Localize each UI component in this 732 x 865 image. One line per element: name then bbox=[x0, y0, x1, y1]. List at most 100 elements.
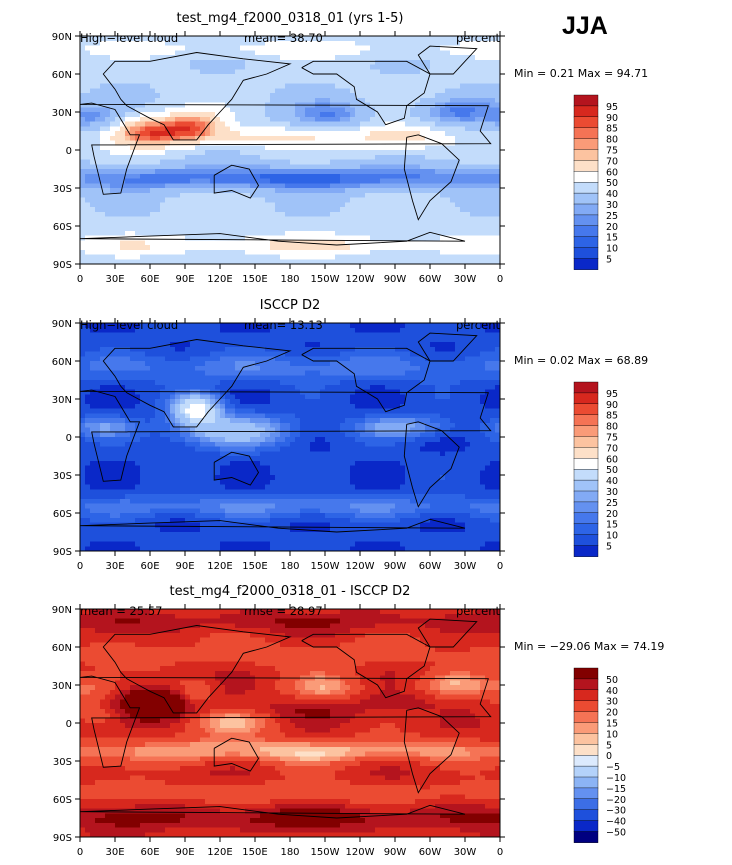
heatmap-cell bbox=[410, 45, 416, 51]
heatmap-cell bbox=[325, 169, 331, 175]
heatmap-cell bbox=[150, 337, 156, 343]
heatmap-cell bbox=[240, 140, 246, 146]
heatmap-cell bbox=[225, 135, 231, 142]
heatmap-cell bbox=[130, 202, 136, 208]
heatmap-cell bbox=[275, 351, 281, 357]
heatmap-cell bbox=[140, 346, 146, 353]
heatmap-cell bbox=[155, 107, 161, 113]
heatmap-cell bbox=[400, 154, 406, 161]
heatmap-cell bbox=[230, 164, 236, 170]
heatmap-cell bbox=[430, 64, 436, 70]
heatmap-cell bbox=[220, 135, 226, 142]
heatmap-cell bbox=[210, 112, 216, 118]
heatmap-cell bbox=[215, 216, 221, 222]
heatmap-cell bbox=[240, 211, 246, 218]
heatmap-cell bbox=[110, 337, 116, 343]
heatmap-cell bbox=[145, 83, 151, 89]
heatmap-cell bbox=[305, 226, 311, 232]
heatmap-cell bbox=[485, 40, 491, 47]
heatmap-cell bbox=[280, 150, 286, 156]
heatmap-cell bbox=[495, 154, 501, 161]
heatmap-cell bbox=[145, 332, 151, 338]
heatmap-cell bbox=[465, 211, 471, 218]
heatmap-cell bbox=[430, 207, 436, 213]
heatmap-cell bbox=[160, 207, 166, 213]
heatmap-cell bbox=[185, 178, 191, 184]
heatmap-cell bbox=[375, 332, 381, 338]
heatmap-cell bbox=[210, 259, 216, 265]
heatmap-cell bbox=[285, 235, 291, 241]
heatmap-cell bbox=[225, 351, 231, 357]
heatmap-cell bbox=[310, 121, 316, 127]
x-tick-label: 0 bbox=[497, 274, 503, 285]
heatmap-cell bbox=[400, 64, 406, 70]
heatmap-cell bbox=[470, 327, 476, 334]
heatmap-cell bbox=[165, 361, 171, 367]
heatmap-cell bbox=[215, 351, 221, 357]
heatmap-cell bbox=[285, 126, 291, 132]
heatmap-cell bbox=[370, 97, 376, 104]
heatmap-cell bbox=[140, 102, 146, 108]
heatmap-cell bbox=[250, 121, 256, 127]
heatmap-cell bbox=[410, 346, 416, 353]
heatmap-cell bbox=[195, 36, 201, 42]
heatmap-cell bbox=[395, 154, 401, 161]
heatmap-cell bbox=[325, 97, 331, 104]
heatmap-cell bbox=[485, 140, 491, 146]
heatmap-cell bbox=[440, 202, 446, 208]
heatmap-cell bbox=[495, 230, 501, 237]
heatmap-cell bbox=[140, 332, 146, 338]
heatmap-cell bbox=[210, 188, 216, 194]
heatmap-cell bbox=[95, 140, 101, 146]
heatmap-cell bbox=[350, 78, 356, 85]
heatmap-cell bbox=[110, 126, 116, 132]
heatmap-cell bbox=[370, 88, 376, 94]
heatmap-cell bbox=[95, 45, 101, 51]
heatmap-cell bbox=[225, 173, 231, 180]
heatmap-cell bbox=[240, 183, 246, 189]
heatmap-cell bbox=[135, 107, 141, 113]
heatmap-cell bbox=[460, 135, 466, 142]
heatmap-cell bbox=[250, 259, 256, 265]
heatmap-cell bbox=[290, 93, 296, 99]
heatmap-cell bbox=[355, 351, 361, 357]
heatmap-cell bbox=[395, 235, 401, 241]
heatmap-cell bbox=[210, 173, 216, 180]
heatmap-cell bbox=[330, 154, 336, 161]
heatmap-cell bbox=[460, 356, 466, 362]
heatmap-cell bbox=[145, 88, 151, 94]
heatmap-cell bbox=[130, 140, 136, 146]
heatmap-cell bbox=[375, 93, 381, 99]
heatmap-cell bbox=[280, 337, 286, 343]
heatmap-cell bbox=[150, 121, 156, 127]
heatmap-cell bbox=[125, 370, 131, 376]
heatmap-cell bbox=[280, 323, 286, 329]
heatmap-cell bbox=[275, 188, 281, 194]
heatmap-cell bbox=[315, 337, 321, 343]
heatmap-cell bbox=[455, 337, 461, 343]
heatmap-cell bbox=[195, 361, 201, 367]
heatmap-cell bbox=[305, 249, 311, 256]
heatmap-cell bbox=[440, 351, 446, 357]
heatmap-cell bbox=[420, 235, 426, 241]
heatmap-cell bbox=[90, 59, 96, 66]
heatmap-cell bbox=[270, 361, 276, 367]
heatmap-cell bbox=[395, 112, 401, 118]
heatmap-cell bbox=[295, 50, 301, 56]
heatmap-cell bbox=[105, 346, 111, 353]
heatmap-cell bbox=[375, 169, 381, 175]
heatmap-cell bbox=[360, 159, 366, 165]
heatmap-cell bbox=[430, 192, 436, 199]
heatmap-cell bbox=[325, 131, 331, 137]
heatmap-cell bbox=[395, 327, 401, 334]
heatmap-cell bbox=[310, 159, 316, 165]
heatmap-cell bbox=[475, 55, 481, 61]
heatmap-cell bbox=[380, 164, 386, 170]
heatmap-cell bbox=[260, 178, 266, 184]
heatmap-cell bbox=[365, 245, 371, 251]
heatmap-cell bbox=[395, 140, 401, 146]
heatmap-cell bbox=[230, 88, 236, 94]
heatmap-cell bbox=[170, 59, 176, 66]
heatmap-cell bbox=[455, 173, 461, 180]
heatmap-cell bbox=[265, 88, 271, 94]
